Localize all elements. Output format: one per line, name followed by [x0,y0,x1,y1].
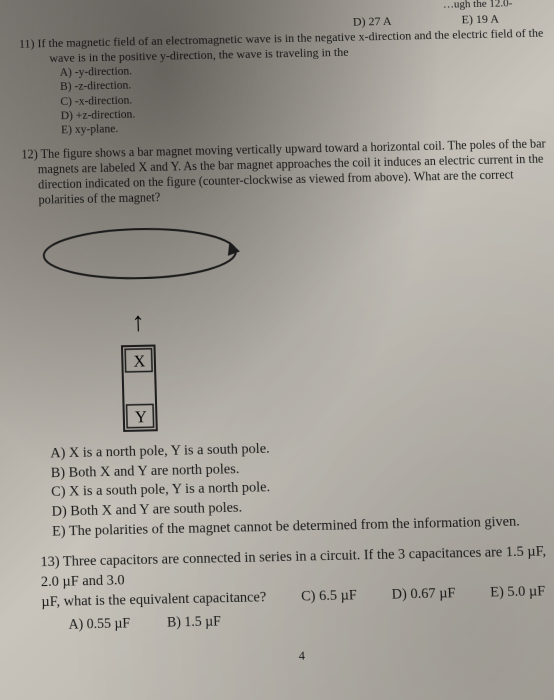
bar-x-label: X [133,353,146,371]
q12-diagram: ↑ X Y [23,204,554,441]
upward-arrow-icon: ↑ [131,306,145,336]
question-11-choices: A) -y-direction. B) -z-direction. C) -x-… [19,55,547,138]
q13-choice-e: E) 5.0 µF [490,583,546,604]
page-number: 4 [32,642,554,669]
bar-y-label: Y [135,408,148,426]
question-12-choices: A) X is a north pole, Y is a south pole.… [28,434,554,544]
q13-choice-b: B) 1.5 µF [167,611,221,631]
prev-choice-e: E) 19 A [461,11,499,27]
question-12-stem: 12) The figure shows a bar magnet moving… [21,136,551,209]
coil-ellipse [43,227,236,280]
q13-choice-a: A) 0.55 µF [68,613,130,634]
coil-arrowhead [227,241,240,256]
q13-stem-line2: µF, what is the equivalent capacitance? [31,589,267,614]
prev-choice-d: D) 27 A [353,14,392,30]
q13-choice-d: D) 0.67 µF [391,584,455,605]
question-13: 13) Three capacitors are connected in se… [30,542,554,634]
top-fragment-text: …ugh the 12.0- [443,0,513,11]
q13-choice-c: C) 6.5 µF [301,587,357,608]
